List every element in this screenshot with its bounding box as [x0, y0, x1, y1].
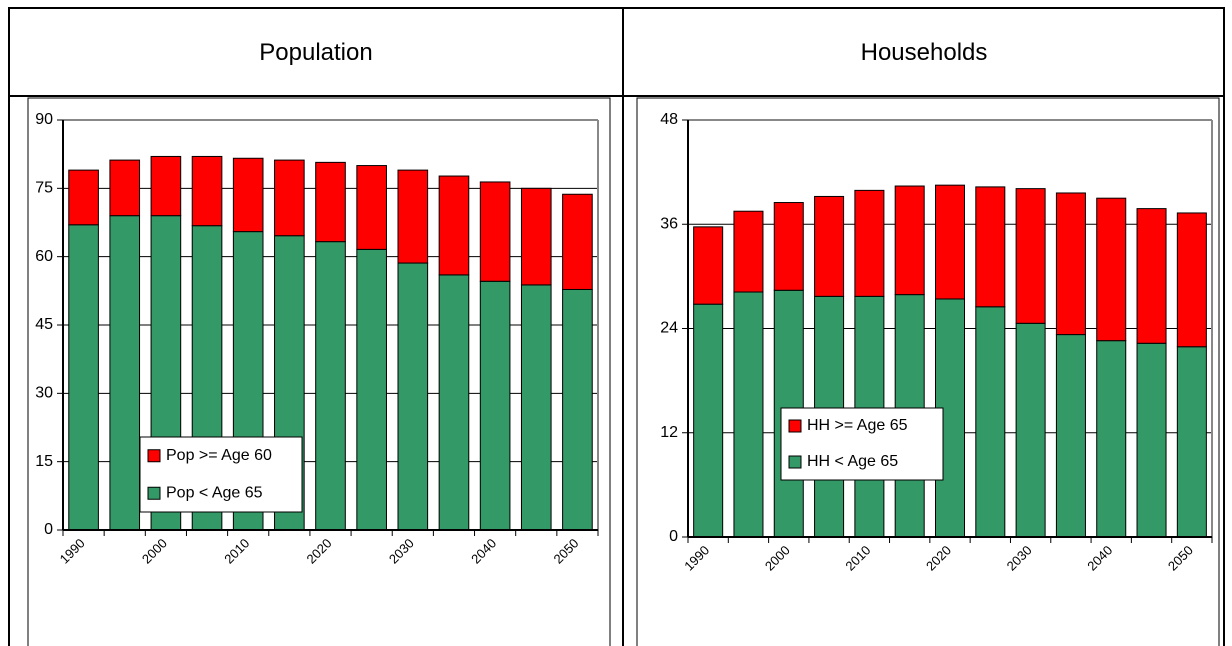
bar-segment — [109, 159, 141, 217]
bar-segment — [1096, 197, 1127, 342]
y-tick-label: 90 — [35, 111, 53, 128]
legend-label: Pop < Age 65 — [166, 484, 263, 501]
bar-segment — [191, 155, 223, 227]
x-tick-label: 2000 — [139, 536, 170, 567]
table-frame — [8, 7, 1225, 646]
legend-label: HH >= Age 65 — [807, 417, 908, 434]
y-tick-label: 36 — [660, 215, 678, 232]
chart-frame — [636, 97, 1220, 646]
bar-segment — [520, 284, 552, 531]
bar-segment — [814, 195, 845, 297]
legend-swatch — [147, 486, 161, 500]
chart-title: Population — [259, 39, 372, 66]
bar-segment — [934, 184, 966, 300]
bar-segment — [975, 306, 1006, 538]
bar-segment — [1055, 192, 1086, 336]
y-tick-label: 60 — [35, 248, 53, 265]
bar-segment — [693, 226, 724, 305]
y-tick-label: 75 — [35, 180, 53, 197]
bar-segment — [68, 169, 99, 226]
bar-segment — [1015, 322, 1046, 538]
x-tick-label: 2020 — [304, 536, 335, 567]
legend-label: HH < Age 65 — [807, 453, 898, 470]
x-tick-label: 2040 — [1084, 543, 1115, 574]
legend-box — [139, 436, 303, 513]
bar-segment — [854, 189, 885, 297]
y-tick-label: 45 — [35, 316, 53, 333]
bar-segment — [520, 187, 552, 286]
bar-segment — [1176, 346, 1207, 538]
chart-frame — [27, 97, 611, 646]
bar-segment — [315, 241, 346, 531]
legend-box — [780, 407, 944, 481]
bar-segment — [109, 215, 141, 531]
bar-segment — [438, 274, 470, 531]
bar-segment — [397, 262, 429, 531]
x-tick-label: 2030 — [1004, 543, 1035, 574]
bar-segment — [562, 288, 593, 531]
legend-swatch — [788, 419, 802, 433]
bar-segment — [562, 193, 593, 290]
chart-title: Households — [861, 39, 988, 66]
bar-segment — [1136, 208, 1167, 344]
bar-segment — [68, 224, 99, 531]
x-tick-label: 2050 — [1165, 543, 1196, 574]
x-tick-label: 1990 — [681, 543, 712, 574]
x-tick-label: 1990 — [57, 536, 88, 567]
bar-segment — [232, 157, 264, 233]
y-tick-label: 24 — [660, 320, 678, 337]
bar-segment — [894, 185, 925, 296]
y-tick-label: 48 — [660, 111, 678, 128]
y-tick-label: 0 — [669, 528, 678, 545]
bar-segment — [1176, 212, 1207, 348]
x-tick-label: 2030 — [386, 536, 417, 567]
legend-swatch — [147, 449, 161, 463]
bar-segment — [693, 303, 724, 538]
bar-segment — [733, 291, 764, 538]
bar-segment — [975, 186, 1006, 308]
bar-segment — [356, 248, 387, 531]
bar-segment — [733, 210, 764, 293]
y-tick-label: 15 — [35, 453, 53, 470]
x-tick-label: 2000 — [762, 543, 793, 574]
bar-segment — [438, 175, 470, 276]
bar-segment — [150, 155, 182, 217]
x-tick-label: 2040 — [468, 536, 499, 567]
bar-segment — [1096, 340, 1127, 538]
bar-segment — [1015, 188, 1046, 324]
bar-segment — [773, 202, 804, 291]
bar-segment — [1055, 334, 1086, 538]
y-tick-label: 30 — [35, 385, 53, 402]
bar-segment — [397, 169, 429, 264]
legend-swatch — [788, 455, 802, 469]
bar-segment — [479, 181, 511, 282]
bar-segment — [315, 161, 346, 243]
x-tick-label: 2010 — [842, 543, 873, 574]
legend-label: Pop >= Age 60 — [166, 447, 272, 464]
y-tick-label: 0 — [44, 521, 53, 538]
bar-segment — [1136, 342, 1167, 538]
bar-segment — [356, 165, 387, 250]
bar-segment — [479, 280, 511, 531]
y-tick-label: 12 — [660, 424, 678, 441]
x-tick-label: 2010 — [221, 536, 252, 567]
x-tick-label: 2050 — [550, 536, 581, 567]
bar-segment — [274, 159, 305, 237]
x-tick-label: 2020 — [923, 543, 954, 574]
